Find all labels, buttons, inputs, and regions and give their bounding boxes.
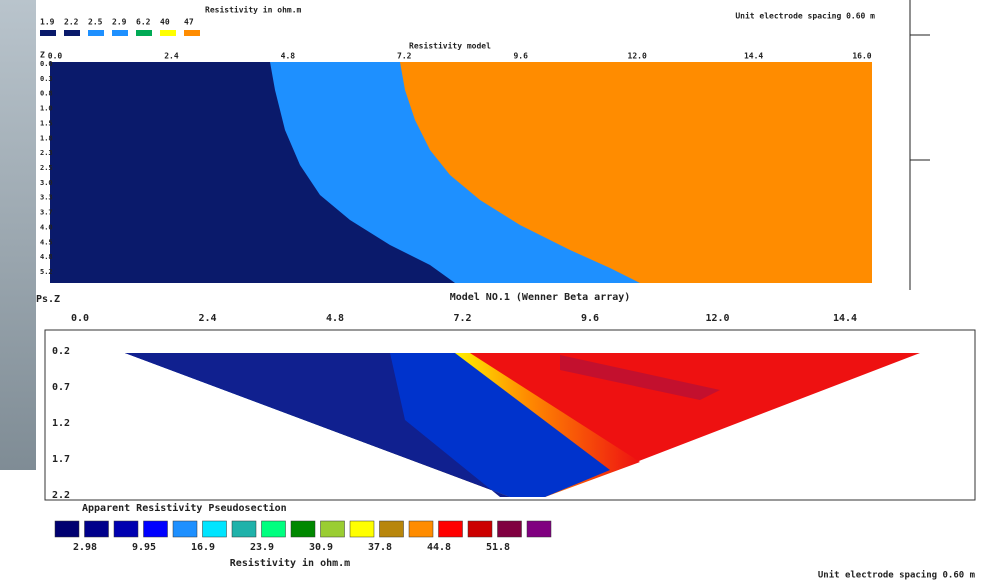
legend-value: 37.8	[368, 542, 392, 553]
legend-value: 2.5	[88, 18, 103, 27]
depth-tick-label: 1.0	[40, 105, 53, 113]
legend-swatch	[232, 521, 256, 537]
x-tick-label: 4.8	[326, 313, 344, 324]
legend-swatch	[136, 30, 152, 36]
depth-tick-label: 4.0	[40, 223, 53, 231]
model-title: Resistivity model	[409, 41, 491, 51]
legend-swatch	[498, 521, 522, 537]
depth-tick-label: 3.3	[40, 194, 53, 202]
depth-label: Ps.Z	[36, 294, 60, 305]
background-photo	[0, 0, 36, 470]
legend-value: 2.2	[64, 18, 79, 27]
legend-swatch	[112, 30, 128, 36]
legend-swatch	[527, 521, 551, 537]
depth-tick-label: 4.8	[40, 253, 53, 261]
legend-value: 44.8	[427, 542, 451, 553]
x-tick-label: 16.0	[852, 52, 871, 61]
x-tick-label: 12.0	[705, 313, 729, 324]
legend-value: 9.95	[132, 542, 156, 553]
depth-tick-label: 0.2	[52, 346, 70, 357]
legend-swatch	[291, 521, 315, 537]
depth-tick-label: 2.5	[40, 164, 53, 172]
depth-tick-label: 1.8	[40, 134, 53, 142]
legend-swatch	[40, 30, 56, 36]
legend-swatch	[144, 521, 168, 537]
x-tick-label: 7.2	[397, 52, 412, 61]
legend-swatch	[262, 521, 286, 537]
legend-swatch	[85, 521, 109, 537]
legend-swatch	[88, 30, 104, 36]
x-tick-label: 14.4	[744, 52, 763, 61]
x-tick-label: 2.4	[164, 52, 179, 61]
screenshot: Resistivity in ohm.m Unit electrode spaci…	[0, 0, 984, 580]
legend-value: 40	[160, 18, 170, 27]
legend-swatch	[468, 521, 492, 537]
legend-swatch	[203, 521, 227, 537]
depth-tick-label: 3.0	[40, 179, 53, 187]
legend-value: 51.8	[486, 542, 510, 553]
legend-value: 2.9	[112, 18, 127, 27]
legend-value: 2.98	[73, 542, 97, 553]
depth-tick-label: 0.7	[52, 382, 70, 393]
legend-swatch	[184, 30, 200, 36]
legend-unit: Resistivity in ohm.m	[230, 557, 350, 569]
x-tick-label: 9.6	[513, 52, 528, 61]
legend-swatch	[350, 521, 374, 537]
legend-swatch	[439, 521, 463, 537]
spacing-note: Unit electrode spacing 0.60 m	[735, 11, 875, 21]
legend-value: 30.9	[309, 542, 333, 553]
legend-title: Resistivity in ohm.m	[205, 5, 302, 15]
depth-tick-label: 5.2	[40, 268, 53, 276]
x-tick-label: 2.4	[198, 313, 216, 324]
legend-swatch	[321, 521, 345, 537]
x-tick-label: 12.0	[628, 52, 647, 61]
legend-swatch	[380, 521, 404, 537]
depth-tick-label: 1.7	[52, 454, 70, 465]
x-tick-label: 0.0	[71, 313, 89, 324]
depth-tick-label: 0.8	[40, 90, 53, 98]
depth-tick-label: 0.0	[40, 60, 53, 68]
legend-value: 16.9	[191, 542, 215, 553]
legend-value: 23.9	[250, 542, 274, 553]
legend-title: Apparent Resistivity Pseudosection	[82, 502, 287, 514]
depth-tick-label: 4.5	[40, 238, 53, 246]
legend-value: 47	[184, 18, 194, 27]
depth-label: Z	[40, 51, 45, 60]
x-tick-label: 4.8	[281, 52, 296, 61]
legend-swatch	[114, 521, 138, 537]
legend-swatch	[409, 521, 433, 537]
depth-tick-label: 3.7	[40, 209, 53, 217]
depth-tick-label: 2.2	[52, 490, 70, 501]
legend-swatch	[64, 30, 80, 36]
legend-swatch	[160, 30, 176, 36]
section-title: Model NO.1 (Wenner Beta array)	[450, 292, 631, 303]
depth-tick-label: 2.3	[40, 149, 53, 157]
x-tick-label: 14.4	[833, 313, 857, 324]
depth-tick-label: 1.2	[52, 418, 70, 429]
legend-swatch	[173, 521, 197, 537]
spacing-note: Unit electrode spacing 0.60 m	[818, 570, 976, 581]
legend-value: 1.9	[40, 18, 55, 27]
depth-tick-label: 1.5	[40, 119, 53, 127]
legend-value: 6.2	[136, 18, 151, 27]
depth-tick-label: 0.3	[40, 75, 53, 83]
x-tick-label: 9.6	[581, 313, 599, 324]
x-tick-label: 7.2	[453, 313, 471, 324]
legend-swatch	[55, 521, 79, 537]
